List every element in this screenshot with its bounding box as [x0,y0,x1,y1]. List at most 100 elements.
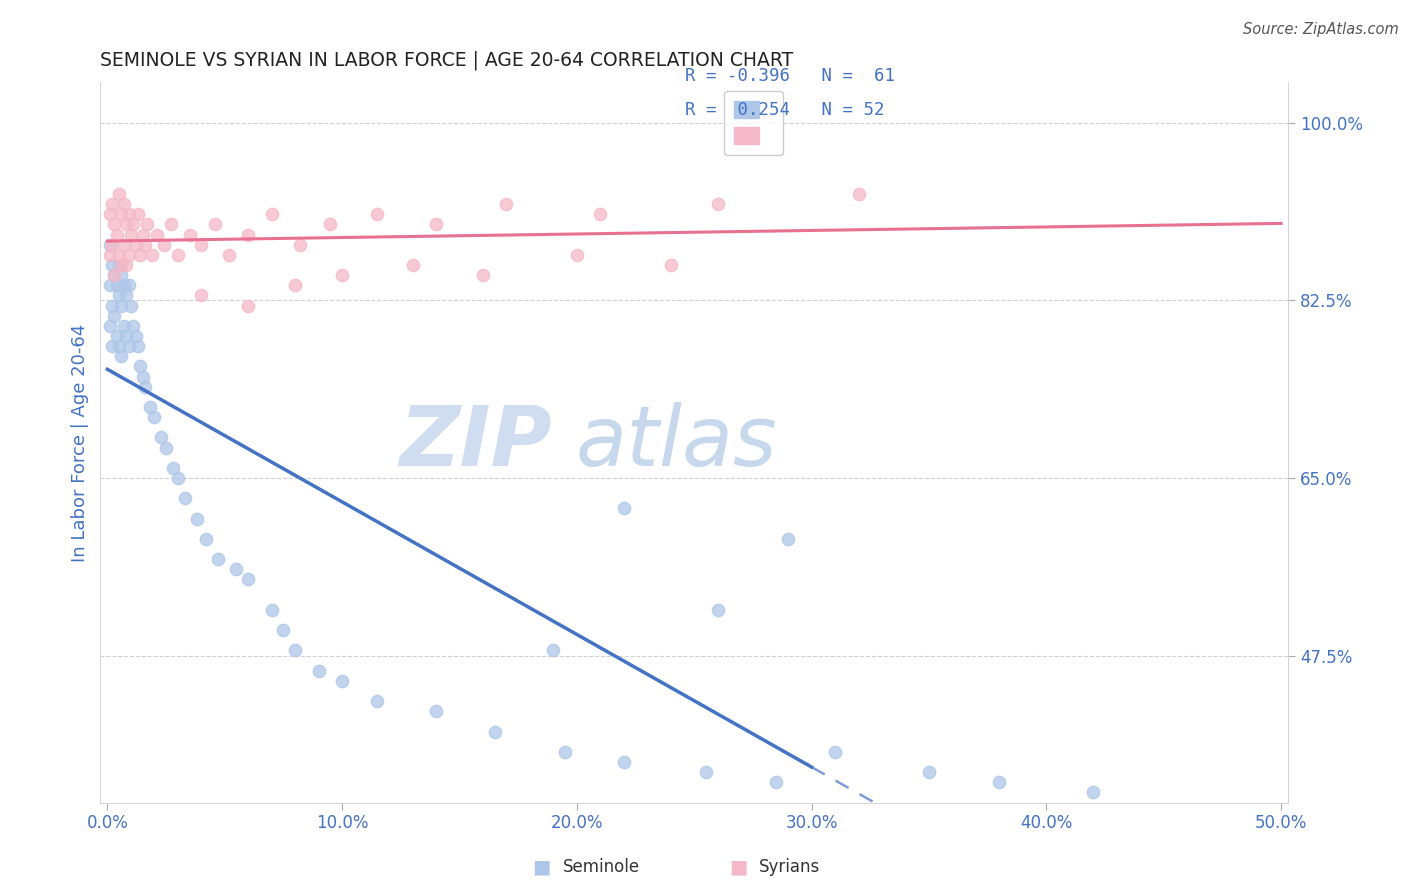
Point [238,227,260,242]
Point [98,318,121,333]
Point [98,207,121,221]
Point [101,197,124,211]
Point [136,218,159,232]
Point [155,441,177,455]
Point [101,258,124,272]
Point [613,501,636,516]
Point [238,299,260,313]
Point [166,471,188,485]
Point [127,207,149,221]
Point [131,369,153,384]
Point [848,186,870,201]
Point [110,268,132,282]
Point [366,694,388,708]
Point [117,278,139,293]
Point [105,278,128,293]
Point [186,511,208,525]
Point [150,430,173,444]
Point [988,775,1011,789]
Point [190,237,212,252]
Point [112,197,135,211]
Point [103,309,125,323]
Point [110,258,132,272]
Text: Source: ZipAtlas.com: Source: ZipAtlas.com [1243,22,1399,37]
Point [330,268,353,282]
Point [105,227,128,242]
Point [101,237,124,252]
Point [112,237,135,252]
Point [204,218,226,232]
Point [179,227,201,242]
Point [117,339,139,353]
Point [112,278,135,293]
Text: ZIP: ZIP [399,402,551,483]
Point [110,299,132,313]
Point [101,299,124,313]
Point [120,227,142,242]
Text: SEMINOLE VS SYRIAN IN LABOR FORCE | AGE 20-64 CORRELATION CHART: SEMINOLE VS SYRIAN IN LABOR FORCE | AGE … [100,51,793,70]
Point [778,532,800,546]
Point [124,329,146,343]
Point [110,349,132,363]
Point [108,288,131,302]
Point [260,207,283,221]
Point [194,532,217,546]
Point [110,207,132,221]
Point [103,268,125,282]
Point [706,197,728,211]
Point [401,258,423,272]
Point [495,197,517,211]
Point [108,258,131,272]
Point [115,288,138,302]
Point [425,218,447,232]
Point [284,278,307,293]
Point [484,724,506,739]
Point [218,248,240,262]
Point [98,237,121,252]
Point [122,318,145,333]
Point [103,218,125,232]
Point [207,552,229,566]
Point [141,248,163,262]
Point [308,664,330,678]
Point [112,318,135,333]
Point [129,248,152,262]
Point [173,491,195,506]
Point [565,248,588,262]
Point [288,237,311,252]
Point [108,248,131,262]
Point [120,299,142,313]
Point [190,288,212,302]
Point [108,339,131,353]
Point [134,379,156,393]
Point [127,339,149,353]
Point [425,704,447,718]
Point [101,339,124,353]
Point [134,237,156,252]
Point [319,218,342,232]
Point [330,673,353,688]
Point [115,218,138,232]
Point [162,460,184,475]
Point [129,359,152,374]
Text: R =  0.254   N = 52: R = 0.254 N = 52 [685,101,884,119]
Point [659,258,682,272]
Point [918,765,941,780]
Text: atlas: atlas [575,402,778,483]
Point [122,218,145,232]
Point [138,400,160,414]
Text: Syrians: Syrians [759,858,821,876]
Point [238,573,260,587]
Point [152,237,174,252]
Point [543,643,565,657]
Point [613,755,636,769]
Point [824,745,846,759]
Point [366,207,388,221]
Point [124,237,146,252]
Point [98,248,121,262]
Point [117,248,139,262]
Point [103,268,125,282]
Point [695,765,717,780]
Point [589,207,612,221]
Point [115,329,138,343]
